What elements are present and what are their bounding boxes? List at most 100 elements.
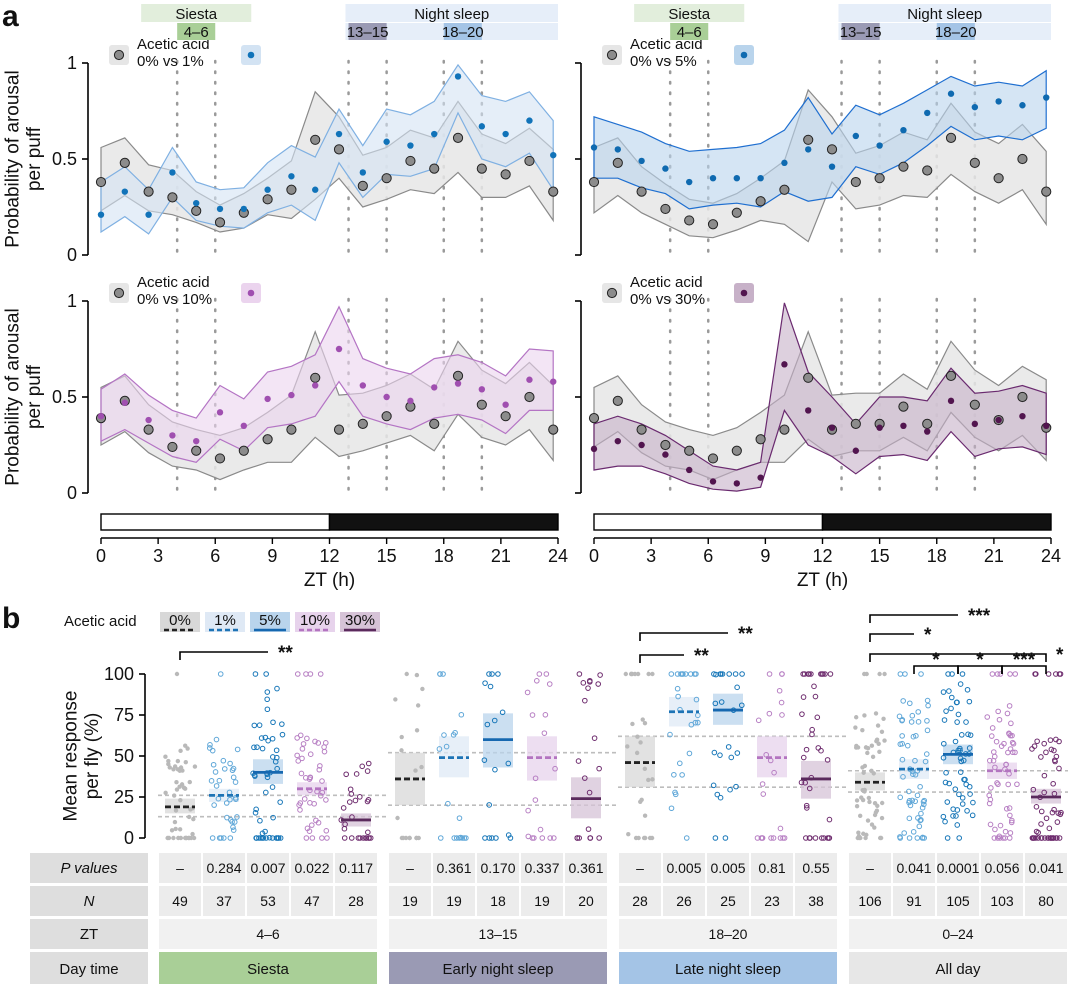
zt-cell [849,919,1067,949]
fly-point [1045,835,1052,841]
fly-point [457,834,464,841]
data-point-0pct [850,176,861,188]
header-early-range: 13–15 [840,24,882,41]
p-value: 0.284 [206,860,241,876]
fly-point [355,835,362,841]
fly-point [1048,746,1055,753]
fly-point [717,752,723,758]
x-tick-label: 6 [703,546,713,566]
fly-point [910,733,917,740]
data-point-30pct [757,474,764,481]
data-point-10pct [216,409,224,416]
fly-point [818,747,824,754]
fly-point [908,719,915,725]
data-point-0pct [1017,391,1028,403]
fly-point [252,671,259,677]
p-value: 0.005 [666,860,701,876]
fly-point [461,835,468,841]
p-value: 0.041 [896,860,931,876]
fly-point [812,693,819,700]
fly-point [318,792,324,799]
legend-entry: 5% [259,612,281,629]
fly-point [580,680,587,686]
fly-point [169,828,175,833]
fly-point [294,671,301,677]
fly-point [766,671,773,677]
row-header-p: P values [61,860,118,877]
fly-point [543,671,550,677]
data-point-0pct [524,155,535,167]
fly-point [1007,671,1013,677]
fly-point [525,807,531,814]
x-tick-label: 9 [267,546,277,566]
data-point-1pct [383,138,390,145]
p-value-cell [159,853,201,883]
fly-point [861,831,866,836]
fly-point [482,680,488,686]
data-point-10pct [145,416,152,424]
fly-point [921,797,928,804]
fly-point [415,703,421,708]
fly-point [347,786,354,793]
n-cell [203,886,245,916]
x-tick-label: 21 [491,546,511,566]
x-tick-label: 18 [927,546,947,566]
data-point-0pct [660,203,671,215]
data-point-5pct [733,175,741,182]
fly-point [274,765,280,772]
fly-point [263,835,269,841]
fly-point [1041,740,1047,747]
fly-point [722,835,729,841]
fly-point [304,825,311,832]
header-early-range-band [348,23,387,40]
fly-point [915,709,922,715]
fly-point [873,711,879,716]
fly-point [867,799,872,805]
fly-point [636,835,641,841]
fly-point [1041,772,1048,779]
n-cell [981,886,1023,916]
fly-point [734,750,741,756]
fly-point [776,687,783,694]
fly-point [1038,821,1044,827]
data-point-5pct [805,146,812,153]
fly-point [827,671,834,677]
fly-point [1014,781,1020,788]
n-value: 91 [906,893,922,909]
y-tick-label: 0 [124,828,134,848]
fly-point [635,734,640,739]
data-point-0pct [238,445,249,456]
fly-point [941,740,947,747]
fly-point [179,782,185,787]
fly-point [486,802,492,808]
data-point-30pct [733,480,741,487]
p-value: 0.81 [758,860,785,876]
fly-point [256,835,262,841]
data-point-1pct [407,142,414,149]
data-point-0pct [452,370,464,381]
fly-point [646,777,651,783]
fly-point [407,835,412,841]
p-value: 0.170 [480,860,515,876]
fly-point [959,671,966,677]
header-late-range-band [936,23,975,40]
x-tick-label: 6 [210,546,220,566]
data-point-1pct [431,130,438,138]
data-point-0pct [262,434,273,445]
data-point-0pct [381,411,392,422]
day-time-value: All day [935,961,981,978]
fly-point [323,797,329,803]
fly-point [443,743,450,750]
header-siesta-range: 4–6 [677,24,702,41]
p-value: 0.361 [436,860,471,876]
fly-point [174,671,180,677]
legend-swatch [205,612,245,632]
n-value: 26 [676,893,692,909]
day-time-cell [619,952,837,984]
fly-point [575,758,582,764]
y-tick-label: 0 [67,245,77,265]
fly-point [263,789,269,796]
group-1: – 19 0.361 19 0.170 18 0.337 19 0.361 20 13–15 Earl… [388,671,618,984]
data-point-0pct [381,173,392,184]
